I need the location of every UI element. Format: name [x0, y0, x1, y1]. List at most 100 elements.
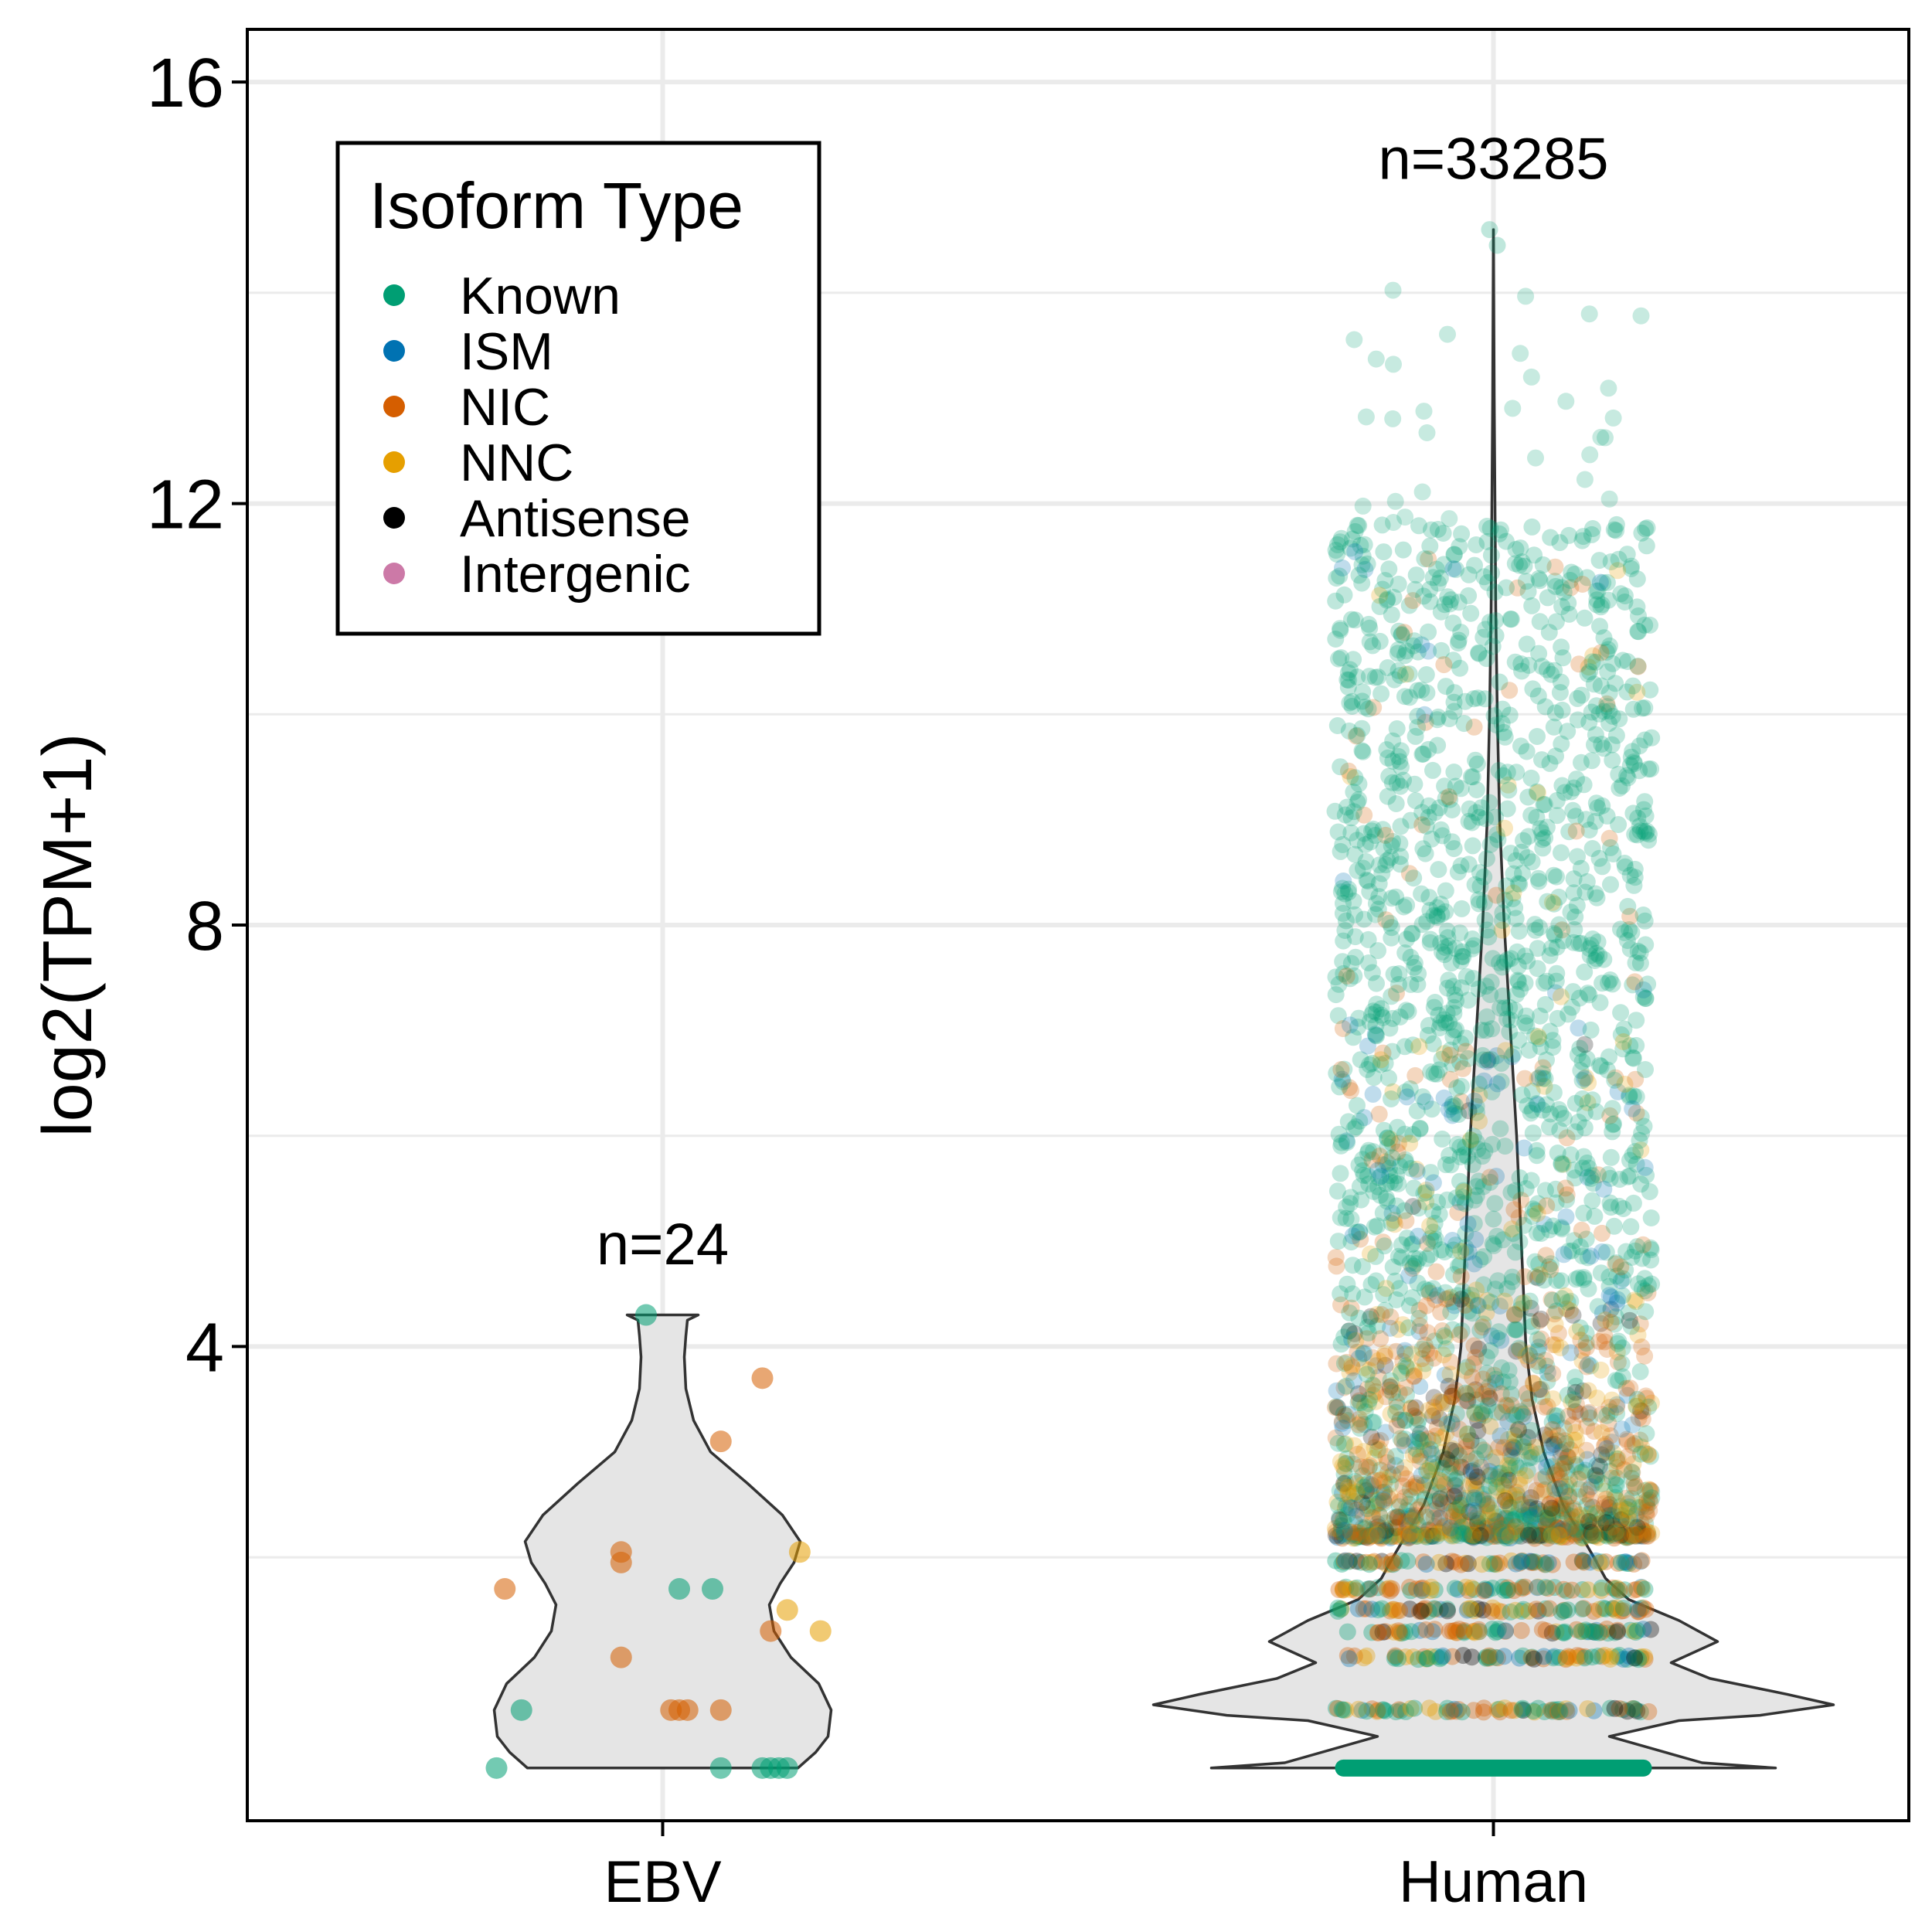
data-point-human: [1437, 1425, 1455, 1443]
data-point-human: [1594, 797, 1611, 815]
data-point-human: [1502, 1529, 1519, 1547]
data-point-human: [1345, 1647, 1363, 1665]
data-point-human: [1549, 1519, 1566, 1536]
data-point-human: [1540, 1600, 1558, 1617]
data-point-human: [1364, 1085, 1382, 1103]
data-point-human: [1633, 1250, 1651, 1267]
data-point-human: [1417, 666, 1435, 683]
data-point-human: [1436, 1366, 1454, 1384]
legend-label: Known: [460, 267, 621, 325]
data-point-human: [1355, 806, 1373, 824]
data-point-human: [1442, 1353, 1460, 1371]
data-point-human: [1611, 1646, 1628, 1664]
data-point-human: [1600, 379, 1617, 397]
data-point-human: [1367, 350, 1385, 368]
data-point-human: [1342, 1580, 1359, 1598]
data-point-human: [1621, 1555, 1638, 1573]
data-point-human: [1372, 1186, 1389, 1204]
data-point-human: [1429, 736, 1447, 754]
data-point-human: [1447, 1236, 1464, 1254]
data-point-human: [1448, 1511, 1466, 1529]
data-point-human: [1550, 1100, 1568, 1118]
data-point-human: [1415, 403, 1433, 420]
data-point-human: [1416, 1336, 1434, 1354]
data-point-human: [1547, 1522, 1565, 1539]
data-point-human: [1568, 896, 1586, 914]
data-point-human: [1361, 1056, 1379, 1073]
data-point-human: [1369, 1601, 1387, 1619]
data-point-human: [1379, 1192, 1396, 1210]
data-point-human: [1522, 1313, 1539, 1330]
data-point-human: [1621, 1311, 1638, 1329]
legend-key-nnc: [383, 451, 405, 473]
data-point-human: [1631, 1431, 1649, 1449]
data-point-human: [1354, 1467, 1372, 1485]
data-point-human: [1573, 1247, 1591, 1265]
data-point-human: [1332, 883, 1350, 900]
data-point-human: [1563, 563, 1580, 581]
data-point-human: [1430, 1523, 1447, 1541]
data-point-human: [1411, 1378, 1429, 1395]
data-point-human: [1335, 1522, 1353, 1539]
data-point-human: [1429, 1193, 1447, 1211]
data-point-human: [1434, 827, 1451, 845]
data-point-human: [1636, 1651, 1654, 1668]
data-point-human: [1616, 855, 1634, 872]
data-point-human: [1640, 832, 1658, 849]
data-point-ebv: [702, 1578, 723, 1600]
data-point-human: [1598, 1515, 1615, 1532]
data-point-human: [1480, 1378, 1498, 1396]
data-point-human: [1464, 768, 1481, 786]
data-point-human: [1623, 1248, 1641, 1266]
data-point-human: [1503, 1273, 1521, 1291]
count-label-human: n=33285: [1379, 127, 1609, 192]
data-point-human: [1376, 1474, 1393, 1492]
data-point-human: [1369, 942, 1386, 960]
data-point-human: [1550, 888, 1567, 906]
data-point-human: [1411, 1621, 1429, 1639]
data-point-human: [1328, 1699, 1346, 1717]
data-point-human: [1492, 1703, 1509, 1721]
data-point-human: [1621, 921, 1638, 938]
data-point-human: [1444, 978, 1462, 995]
data-point-human: [1471, 1251, 1489, 1268]
data-point-human: [1424, 761, 1441, 779]
data-point-human: [1614, 1600, 1632, 1617]
data-point-human: [1405, 958, 1423, 976]
data-point-human: [1465, 1255, 1483, 1273]
data-point-human: [1638, 1495, 1655, 1512]
data-point-human: [1373, 1553, 1391, 1570]
data-point-human: [1395, 1528, 1412, 1546]
data-point-human: [1558, 1129, 1576, 1147]
data-point-human: [1571, 1524, 1589, 1542]
data-point-human: [1365, 1377, 1383, 1395]
data-point-human: [1498, 1581, 1516, 1599]
data-point-human: [1537, 1096, 1555, 1114]
data-point-human: [1555, 1601, 1573, 1619]
data-point-human: [1640, 1702, 1658, 1720]
data-point-human: [1447, 1381, 1464, 1399]
data-point-human: [1603, 1526, 1621, 1543]
data-point-human: [1524, 680, 1542, 698]
data-point-ebv: [485, 1757, 508, 1779]
data-point-human: [1609, 1582, 1626, 1600]
data-point-human: [1418, 1528, 1436, 1546]
data-point-human: [1363, 1700, 1381, 1718]
data-point-human: [1509, 973, 1527, 991]
data-point-human: [1421, 1284, 1438, 1302]
data-point-human: [1383, 1580, 1401, 1597]
data-point-human: [1535, 1554, 1553, 1572]
data-point-human: [1362, 1276, 1380, 1294]
data-point-human: [1485, 1236, 1503, 1254]
data-point-human: [1475, 1485, 1492, 1503]
data-point-human: [1579, 1700, 1597, 1718]
data-point-human: [1407, 1526, 1425, 1543]
data-point-human: [1353, 719, 1371, 737]
data-point-human: [1526, 1553, 1543, 1570]
data-point-human: [1353, 742, 1371, 760]
data-point-human: [1374, 1156, 1392, 1174]
data-point-human: [1435, 556, 1453, 573]
data-point-human: [1556, 1420, 1573, 1437]
data-point-human: [1445, 546, 1463, 563]
data-point-human: [1514, 1405, 1532, 1423]
